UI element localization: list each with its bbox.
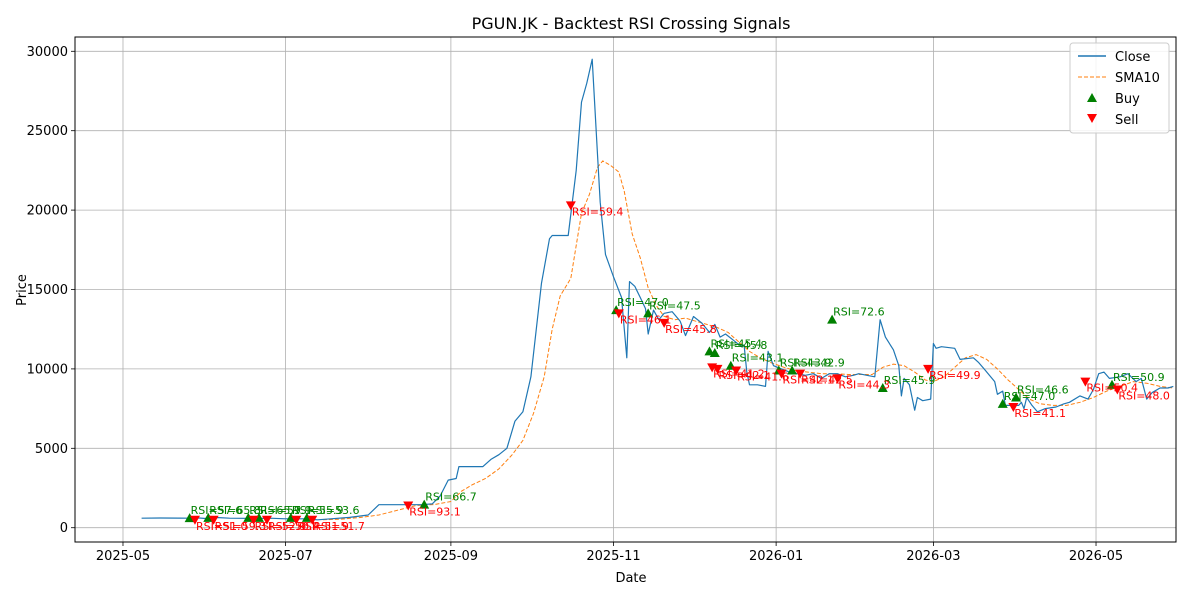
close-line [141, 58, 1174, 521]
buy-marker [419, 499, 430, 509]
tick-layer: 2025-05 2025-07 2025-09 2025-11 2026-01 2026-… [27, 45, 1124, 564]
legend: Close SMA10 Buy Sell [1069, 42, 1170, 134]
y-tick-label: 25000 [27, 124, 68, 139]
sell-rsi-label: RSI=59.4 [572, 205, 624, 218]
buy-rsi-label: RSI=53.6 [308, 504, 360, 517]
sell-marker [403, 501, 414, 511]
sell-rsi-label: RSI=49.9 [929, 369, 981, 382]
sell-marker [261, 515, 272, 525]
sell-rsi-label: RSI=51.7 [313, 520, 365, 533]
sell-marker [1080, 377, 1091, 387]
y-tick-label: 5000 [35, 442, 68, 457]
buy-rsi-label: RSI=43.9 [780, 356, 832, 369]
sell-marker [731, 366, 742, 376]
sell-marker [291, 515, 302, 525]
buy-marker [877, 382, 888, 392]
legend-close-label: Close [1115, 50, 1150, 65]
sell-marker [1008, 403, 1019, 413]
buy-rsi-label: RSI=65.9 [249, 504, 301, 517]
grid-layer [75, 37, 1176, 542]
sell-rsi-label: RSI=42.1 [718, 369, 770, 382]
buy-marker [1011, 392, 1022, 402]
sell-rsi-label: RSI=41.1 [1014, 407, 1066, 420]
sell-rsi-label: RSI=48.0 [1118, 390, 1170, 403]
legend-buy-label: Buy [1115, 92, 1140, 107]
sell-rsi-label: RSI=41.6 [737, 370, 789, 383]
chart-title: PGUN.JK - Backtest RSI Crossing Signals [472, 14, 791, 33]
buy-rsi-label: RSI=57.6 [191, 504, 243, 517]
buy-rsi-label: RSI=45.9 [884, 374, 936, 387]
sell-marker [923, 364, 934, 374]
sell-rsi-label: RSI=41.2 [713, 367, 765, 380]
buy-marker [787, 365, 798, 375]
buy-rsi-label: RSI=55.9 [292, 504, 344, 517]
sell-marker [613, 309, 624, 319]
buy-marker [827, 314, 838, 324]
y-tick-label: 15000 [27, 283, 68, 298]
buy-rsi-label: RSI=47.0 [617, 296, 669, 309]
x-tick-label: 2025-05 [96, 549, 150, 564]
x-tick-label: 2025-09 [424, 549, 478, 564]
sell-marker [776, 369, 787, 379]
legend-sell-swatch [1087, 114, 1097, 123]
buy-rsi-label: RSI=45.8 [716, 339, 768, 352]
buy-rsi-label: RSI=57.9 [260, 504, 312, 517]
buy-marker [997, 398, 1008, 408]
y-tick-label: 30000 [27, 45, 68, 60]
sell-rsi-label: RSI=50.4 [1086, 382, 1138, 395]
series-layer [141, 58, 1174, 521]
sell-marker [208, 515, 219, 525]
x-tick-label: 2025-07 [258, 549, 312, 564]
sell-marker [248, 515, 259, 525]
x-tick-label: 2026-03 [906, 549, 960, 564]
signal-layer: RSI=57.6RSI=65.8RSI=65.9RSI=57.9RSI=55.9… [184, 201, 1170, 533]
y-tick-label: 20000 [27, 204, 68, 219]
sell-marker [565, 201, 576, 211]
buy-rsi-label: RSI=45.4 [710, 337, 762, 350]
sell-marker [189, 515, 200, 525]
sell-rsi-label: RSI=51.0 [196, 520, 248, 533]
buy-rsi-label: RSI=46.6 [1017, 383, 1069, 396]
sell-rsi-label: RSI=50.4 [268, 520, 320, 533]
x-tick-label: 2026-01 [749, 549, 803, 564]
sell-marker [832, 374, 843, 384]
sell-marker [712, 364, 723, 374]
y-tick-label: 0 [60, 521, 68, 536]
legend-box [1069, 42, 1170, 134]
buy-rsi-label: RSI=66.7 [425, 491, 477, 504]
buy-rsi-label: RSI=43.1 [732, 352, 784, 365]
buy-rsi-label: RSI=72.6 [833, 306, 885, 319]
sell-rsi-label: RSI=42.1 [782, 374, 834, 387]
sell-marker [1112, 385, 1123, 395]
legend-sell-label: Sell [1115, 113, 1138, 128]
sell-rsi-label: RSI=45.8 [665, 323, 717, 336]
sell-rsi-label: RSI=51.9 [297, 520, 349, 533]
buy-marker [709, 348, 720, 358]
sell-marker [307, 515, 318, 525]
sell-rsi-label: RSI=46.1 [620, 313, 672, 326]
sell-marker [659, 318, 670, 328]
legend-buy-swatch [1087, 93, 1097, 102]
y-axis-label: Price [15, 274, 30, 306]
x-tick-label: 2025-11 [586, 549, 640, 564]
buy-rsi-label: RSI=47.5 [649, 299, 701, 312]
x-axis-label: Date [615, 571, 646, 586]
y-tick-label: 10000 [27, 362, 68, 377]
buy-rsi-label: RSI=42.9 [793, 356, 845, 369]
sell-rsi-label: RSI=44.3 [838, 378, 890, 391]
sma10-line [322, 160, 1174, 521]
x-tick-label: 2026-05 [1069, 549, 1123, 564]
buy-marker [643, 308, 654, 318]
sell-rsi-label: RSI=93.1 [409, 505, 461, 518]
legend-sma-label: SMA10 [1115, 71, 1160, 86]
buy-rsi-label: RSI=50.9 [1113, 371, 1165, 384]
sell-marker [795, 369, 806, 379]
buy-marker [184, 513, 195, 523]
